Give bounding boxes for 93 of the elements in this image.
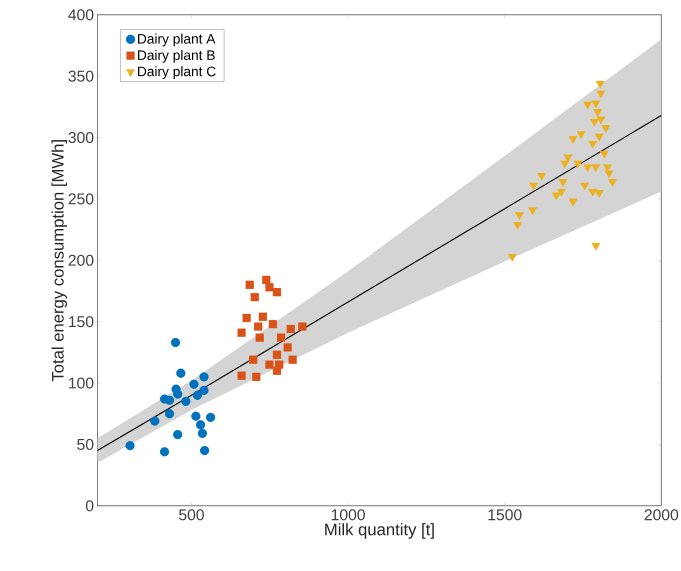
y-tick-label: 200 bbox=[68, 254, 94, 266]
x-tick-label: 1500 bbox=[488, 509, 522, 520]
point bbox=[288, 356, 297, 364]
point bbox=[250, 293, 259, 302]
point bbox=[591, 100, 600, 108]
point bbox=[246, 280, 254, 290]
point bbox=[262, 276, 270, 284]
point bbox=[276, 334, 286, 342]
point bbox=[596, 116, 606, 124]
point bbox=[508, 254, 517, 262]
point bbox=[237, 328, 246, 337]
point bbox=[568, 136, 578, 144]
point bbox=[272, 366, 282, 376]
point bbox=[160, 447, 170, 457]
point bbox=[596, 80, 605, 89]
point bbox=[173, 390, 182, 399]
x-axis-title: Milk quantity [t] bbox=[325, 523, 434, 539]
point bbox=[125, 441, 135, 450]
point bbox=[191, 412, 200, 421]
point bbox=[164, 396, 174, 405]
point bbox=[591, 243, 600, 251]
y-tick-label: 150 bbox=[69, 316, 94, 328]
point bbox=[574, 160, 582, 169]
point bbox=[198, 428, 208, 438]
point bbox=[258, 312, 267, 321]
point bbox=[242, 314, 251, 322]
point bbox=[583, 164, 592, 172]
point bbox=[196, 420, 206, 430]
y-tick-label: 50 bbox=[77, 438, 94, 450]
point bbox=[576, 131, 586, 140]
point bbox=[580, 182, 590, 191]
legend-label: Dairy plant A bbox=[138, 34, 216, 47]
point bbox=[591, 164, 600, 172]
point bbox=[529, 182, 538, 191]
point bbox=[590, 119, 599, 127]
point bbox=[588, 141, 598, 149]
point bbox=[594, 134, 604, 142]
point bbox=[601, 125, 610, 133]
point bbox=[537, 173, 546, 181]
legend-label: Dairy plant B bbox=[138, 50, 215, 63]
x-tick-label: 500 bbox=[179, 509, 204, 520]
point bbox=[284, 343, 292, 352]
point bbox=[593, 109, 602, 117]
point bbox=[189, 380, 199, 389]
legend-label: Dairy plant C bbox=[138, 66, 216, 80]
point bbox=[272, 350, 282, 360]
y-tick-label: 100 bbox=[69, 378, 94, 389]
point bbox=[604, 170, 614, 178]
point bbox=[588, 189, 598, 197]
y-tick-label: 0 bbox=[86, 500, 94, 512]
point bbox=[164, 409, 174, 418]
point bbox=[600, 150, 609, 159]
point bbox=[556, 189, 566, 197]
point bbox=[286, 325, 295, 334]
point bbox=[596, 90, 606, 99]
point bbox=[528, 207, 538, 216]
point bbox=[265, 360, 274, 369]
point bbox=[583, 102, 592, 110]
point bbox=[265, 283, 274, 292]
point bbox=[206, 412, 216, 422]
point bbox=[199, 372, 209, 382]
point bbox=[558, 179, 568, 187]
point bbox=[513, 222, 522, 230]
point bbox=[176, 368, 186, 378]
point bbox=[192, 390, 202, 400]
point bbox=[173, 430, 182, 440]
point bbox=[150, 416, 160, 426]
point bbox=[249, 356, 258, 364]
point bbox=[298, 322, 306, 331]
y-tick-label: 400 bbox=[68, 9, 94, 20]
point bbox=[272, 288, 282, 296]
point bbox=[237, 372, 246, 380]
x-tick-label: 2000 bbox=[644, 509, 678, 520]
point bbox=[170, 338, 180, 348]
y-tick-label: 300 bbox=[68, 132, 94, 144]
point bbox=[594, 190, 604, 198]
point bbox=[181, 396, 190, 406]
point bbox=[608, 179, 617, 187]
y-tick-label: 250 bbox=[68, 193, 94, 205]
point bbox=[200, 446, 210, 456]
point bbox=[256, 334, 264, 342]
line-series bbox=[97, 114, 662, 452]
point bbox=[514, 212, 524, 220]
x-tick-label: 1000 bbox=[332, 509, 365, 520]
y-tick-label: 350 bbox=[68, 70, 94, 82]
y-axis-title: Total energy consumption [MWh] bbox=[51, 140, 68, 382]
point bbox=[254, 322, 262, 331]
point bbox=[552, 192, 561, 200]
point bbox=[252, 372, 260, 382]
point bbox=[199, 386, 209, 396]
point bbox=[268, 320, 278, 328]
point bbox=[560, 160, 570, 169]
point bbox=[568, 198, 578, 207]
